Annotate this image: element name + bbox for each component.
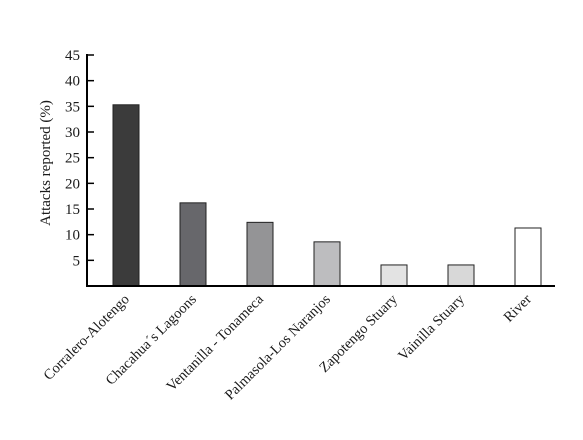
- y-tick-label: 35: [65, 99, 80, 115]
- y-axis-title: Attacks reported (%): [38, 100, 54, 226]
- y-tick-label: 15: [65, 202, 80, 218]
- bar-6: [447, 264, 475, 287]
- y-tick-label: 20: [65, 176, 80, 192]
- bar-2: [179, 202, 207, 287]
- bar-4: [313, 241, 341, 287]
- y-tick-label: 45: [65, 48, 80, 64]
- y-tick-label: 10: [65, 228, 80, 244]
- x-category-label: Vainilla Stuary: [395, 291, 468, 364]
- bar-7: [514, 227, 542, 287]
- bar-1: [112, 104, 140, 287]
- bar-5: [380, 264, 408, 287]
- y-tick-label: 25: [65, 151, 80, 167]
- y-tick-label: 30: [65, 125, 80, 141]
- y-ticks-group: 5 10 15 20 25 30 35 40 45: [65, 48, 94, 269]
- x-category-label: River: [501, 291, 535, 325]
- bars-group: [112, 104, 542, 287]
- y-tick-label: 40: [65, 74, 80, 90]
- bar-3: [246, 221, 274, 287]
- y-tick-label: 5: [73, 253, 81, 269]
